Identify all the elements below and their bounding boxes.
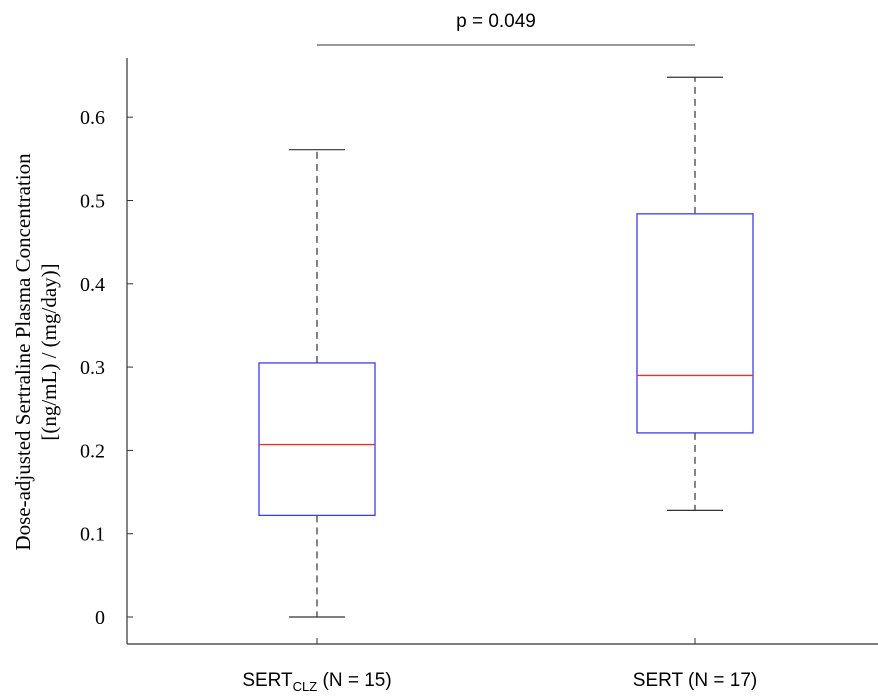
y-tick-label: 0.4 bbox=[80, 274, 105, 296]
y-tick-label: 0.1 bbox=[80, 524, 105, 546]
significance-annotation: p = 0.049 bbox=[317, 11, 695, 46]
category-label: SERTCLZ (N = 15) bbox=[242, 670, 391, 694]
y-tick-label: 0.5 bbox=[80, 191, 105, 213]
p-value-label: p = 0.049 bbox=[456, 11, 536, 32]
y-ticks: 0 0.1 0.2 0.3 0.4 0.5 0.6 bbox=[80, 107, 133, 629]
y-tick-label: 0.6 bbox=[80, 107, 105, 129]
y-tick-label: 0 bbox=[95, 607, 105, 629]
y-tick-label: 0.2 bbox=[80, 440, 105, 462]
y-tick-label: 0.3 bbox=[80, 357, 105, 379]
iqr-box bbox=[636, 213, 754, 434]
x-labels: SERTCLZ (N = 15) SERT (N = 17) bbox=[242, 638, 757, 694]
box-group bbox=[258, 149, 376, 618]
axes bbox=[126, 58, 878, 645]
boxes bbox=[258, 76, 754, 618]
iqr-box bbox=[258, 362, 376, 517]
box-group bbox=[636, 76, 754, 511]
category-label: SERT (N = 17) bbox=[633, 670, 757, 691]
y-axis-label: Dose-adjusted Sertraline Plasma Concentr… bbox=[11, 153, 61, 551]
